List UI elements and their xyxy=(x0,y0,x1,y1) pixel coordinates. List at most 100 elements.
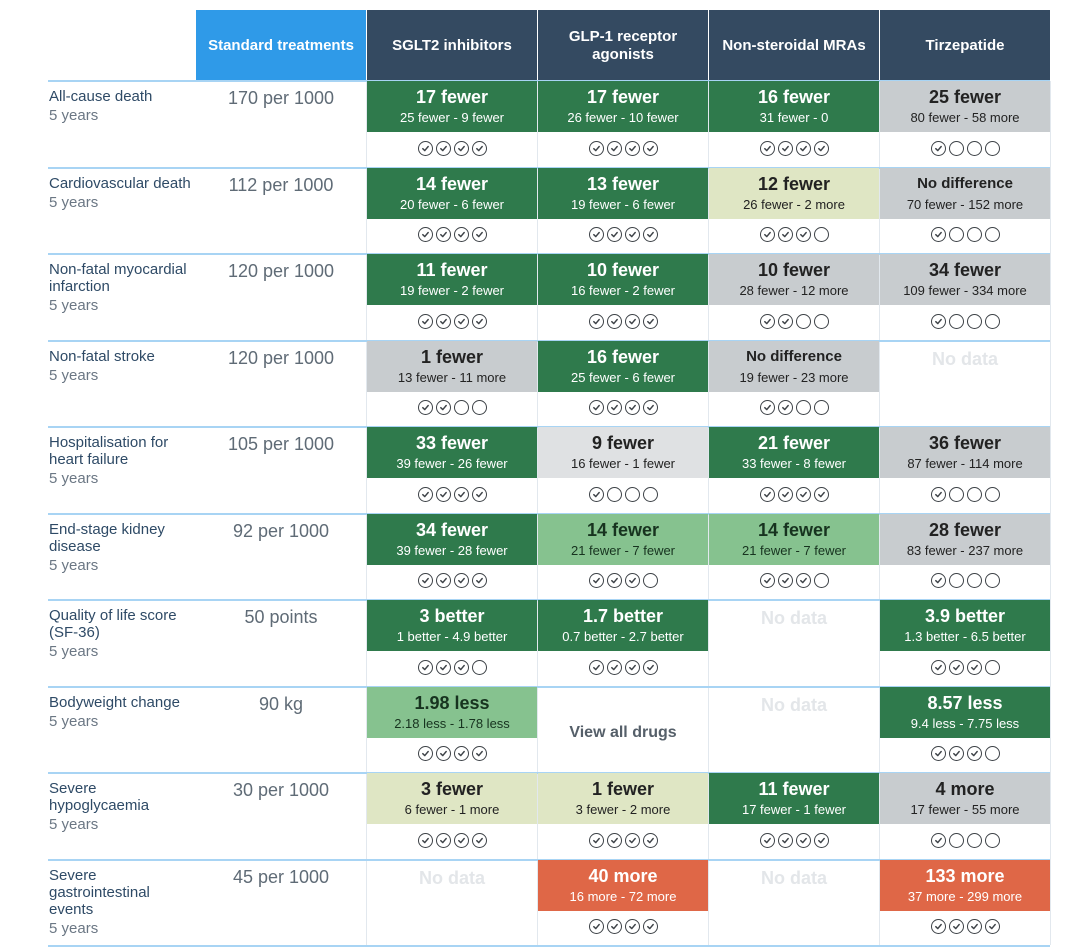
effect-range: 9.4 less - 7.75 less xyxy=(910,715,1020,731)
header-non-steroidal-mras[interactable]: Non-steroidal MRAs xyxy=(709,10,879,81)
outcome-name: Cardiovascular death xyxy=(49,174,191,192)
effect-value: 28 fewer xyxy=(928,519,1002,540)
effect-cell[interactable]: 21 fewer 33 fewer - 8 fewer xyxy=(709,427,879,478)
effect-cell[interactable]: 3 fewer 6 fewer - 1 more xyxy=(367,773,537,824)
certainty-check-icon xyxy=(777,313,793,329)
effect-cell[interactable]: 4 more 17 fewer - 55 more xyxy=(880,773,1050,824)
certainty-check-icon xyxy=(642,227,658,242)
effect-cell[interactable]: 36 fewer 87 fewer - 114 more xyxy=(880,427,1050,478)
no-data-label: No data xyxy=(760,694,827,715)
header-tirzepatide[interactable]: Tirzepatide xyxy=(880,10,1050,81)
effect-value: 25 fewer xyxy=(928,87,1002,107)
effect-cell[interactable]: 25 fewer 80 fewer - 58 more xyxy=(880,81,1050,132)
certainty-rating xyxy=(709,483,879,505)
effect-cell[interactable]: 8.57 less 9.4 less - 7.75 less xyxy=(880,686,1050,738)
effect-cell[interactable]: 28 fewer 83 fewer - 237 more xyxy=(880,513,1050,565)
header-standard-treatments[interactable]: Standard treatments xyxy=(196,10,366,81)
effect-range: 25 fewer - 6 fewer xyxy=(570,369,676,385)
effect-value: 3 better xyxy=(419,606,485,626)
certainty-empty-icon xyxy=(813,573,829,588)
certainty-check-icon xyxy=(624,659,640,675)
effect-cell[interactable]: 1.7 better 0.7 better - 2.7 better xyxy=(538,600,708,651)
certainty-empty-icon xyxy=(642,573,658,588)
view-all-drugs-link[interactable]: View all drugs xyxy=(569,723,677,741)
certainty-check-icon xyxy=(606,832,622,848)
certainty-rating xyxy=(709,310,879,332)
effect-cell[interactable]: 10 fewer 28 fewer - 12 more xyxy=(709,254,879,305)
header-glp1-receptor-agonists[interactable]: GLP-1 receptor agonists xyxy=(538,10,708,81)
effect-range: 16 fewer - 2 fewer xyxy=(570,283,676,298)
effect-cell[interactable]: 11 fewer 19 fewer - 2 fewer xyxy=(367,254,537,305)
certainty-check-icon xyxy=(642,919,658,934)
certainty-empty-icon xyxy=(984,486,1000,502)
certainty-check-icon xyxy=(435,140,451,156)
no-data-label: No data xyxy=(418,867,485,888)
certainty-check-icon xyxy=(624,573,640,588)
effect-cell[interactable]: 3 better 1 better - 4.9 better xyxy=(367,600,537,651)
effect-cell[interactable]: 3.9 better 1.3 better - 6.5 better xyxy=(880,600,1050,651)
effect-cell[interactable]: 14 fewer 21 fewer - 7 fewer xyxy=(538,513,708,565)
effect-value: 12 fewer xyxy=(757,173,831,194)
effect-value: 1 fewer xyxy=(591,779,655,799)
effect-cell[interactable]: 34 fewer 109 fewer - 334 more xyxy=(880,254,1050,305)
effect-cell[interactable]: 133 more 37 more - 299 more xyxy=(880,859,1050,911)
effect-cell[interactable]: 14 fewer 21 fewer - 7 fewer xyxy=(709,513,879,565)
effect-value: 34 fewer xyxy=(415,519,489,540)
effect-range: 3 fewer - 2 more xyxy=(575,802,671,817)
effect-value: 9 fewer xyxy=(591,433,655,453)
certainty-check-icon xyxy=(606,227,622,242)
effect-cell[interactable]: 13 fewer 19 fewer - 6 fewer xyxy=(538,167,708,219)
certainty-empty-icon xyxy=(984,832,1000,848)
certainty-check-icon xyxy=(930,227,946,242)
certainty-check-icon xyxy=(642,400,658,415)
effect-cell[interactable]: 17 fewer 26 fewer - 10 fewer xyxy=(538,81,708,132)
effect-value: 34 fewer xyxy=(928,260,1002,280)
effect-cell[interactable]: 11 fewer 17 fewer - 1 fewer xyxy=(709,773,879,824)
certainty-check-icon xyxy=(417,313,433,329)
certainty-check-icon xyxy=(417,659,433,675)
effect-cell[interactable]: 1 fewer 13 fewer - 11 more xyxy=(367,340,537,392)
effect-cell[interactable]: 9 fewer 16 fewer - 1 fewer xyxy=(538,427,708,478)
certainty-rating xyxy=(538,397,708,419)
header-sglt2-inhibitors[interactable]: SGLT2 inhibitors xyxy=(367,10,537,81)
outcome-period: 5 years xyxy=(49,816,99,833)
certainty-check-icon xyxy=(777,832,793,848)
certainty-empty-icon xyxy=(948,313,964,329)
outcome-label: Cardiovascular death 5 years xyxy=(49,175,195,211)
effect-cell[interactable]: 10 fewer 16 fewer - 2 fewer xyxy=(538,254,708,305)
certainty-check-icon xyxy=(624,140,640,156)
effect-cell[interactable]: 17 fewer 25 fewer - 9 fewer xyxy=(367,81,537,132)
outcome-name: Non-fatal myocardial infarction xyxy=(49,261,187,295)
effect-cell[interactable]: 14 fewer 20 fewer - 6 fewer xyxy=(367,167,537,219)
effect-value: 10 fewer xyxy=(586,260,660,280)
effect-range: 16 fewer - 1 fewer xyxy=(570,456,676,471)
effect-cell[interactable]: 1 fewer 3 fewer - 2 more xyxy=(538,773,708,824)
effect-range: 70 fewer - 152 more xyxy=(906,196,1024,212)
effect-cell[interactable]: 16 fewer 31 fewer - 0 xyxy=(709,81,879,132)
effect-cell[interactable]: No difference 70 fewer - 152 more xyxy=(880,167,1050,219)
effect-cell[interactable]: 33 fewer 39 fewer - 26 fewer xyxy=(367,427,537,478)
effect-cell[interactable]: 12 fewer 26 fewer - 2 more xyxy=(709,167,879,219)
certainty-rating xyxy=(367,570,537,592)
outcome-name: Hospitalisation for heart failure xyxy=(49,434,169,468)
effect-range: 83 fewer - 237 more xyxy=(906,542,1024,558)
effect-cell[interactable]: 40 more 16 more - 72 more xyxy=(538,859,708,911)
certainty-check-icon xyxy=(435,313,451,329)
certainty-rating xyxy=(880,570,1050,592)
certainty-empty-icon xyxy=(948,573,964,588)
outcome-name: Severe gastrointestinal events xyxy=(49,866,150,918)
effect-range: 26 fewer - 2 more xyxy=(743,196,845,212)
certainty-check-icon xyxy=(417,227,433,242)
certainty-check-icon xyxy=(930,140,946,156)
certainty-empty-icon xyxy=(948,832,964,848)
effect-cell[interactable]: 34 fewer 39 fewer - 28 fewer xyxy=(367,513,537,565)
certainty-check-icon xyxy=(606,400,622,415)
effect-cell[interactable]: 1.98 less 2.18 less - 1.78 less xyxy=(367,686,537,738)
effect-cell[interactable]: No difference 19 fewer - 23 more xyxy=(709,340,879,392)
effect-value: 14 fewer xyxy=(586,519,660,540)
certainty-empty-icon xyxy=(813,400,829,415)
effect-value: 3 fewer xyxy=(420,779,484,799)
certainty-check-icon xyxy=(930,486,946,502)
effect-cell[interactable]: 16 fewer 25 fewer - 6 fewer xyxy=(538,340,708,392)
certainty-check-icon xyxy=(777,486,793,502)
